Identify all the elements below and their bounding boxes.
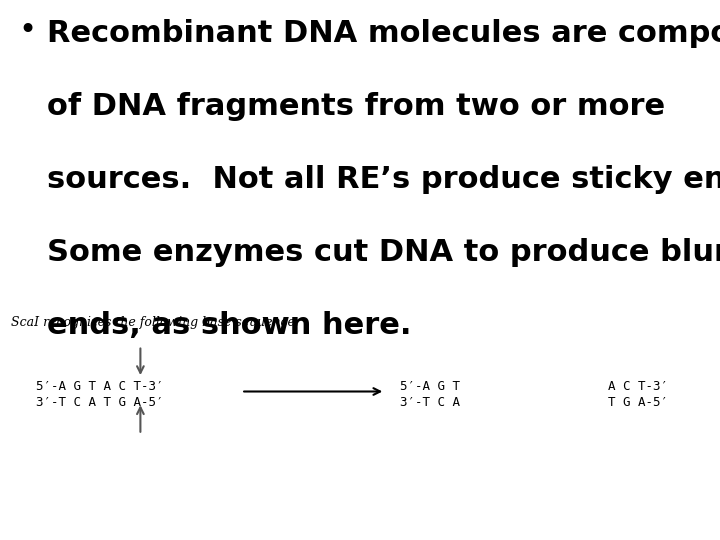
Text: sources.  Not all RE’s produce sticky ends.: sources. Not all RE’s produce sticky end…: [47, 165, 720, 194]
Text: T G A-5′: T G A-5′: [608, 396, 668, 409]
Text: A C T-3′: A C T-3′: [608, 380, 668, 393]
Text: 3′-T C A: 3′-T C A: [400, 396, 459, 409]
Text: ends, as shown here.: ends, as shown here.: [47, 310, 411, 340]
Text: of DNA fragments from two or more: of DNA fragments from two or more: [47, 92, 665, 121]
Text: 5′-A G T A C T-3′: 5′-A G T A C T-3′: [36, 380, 163, 393]
Text: ScaI recognizes the following base sequence:: ScaI recognizes the following base seque…: [11, 316, 299, 329]
Text: Recombinant DNA molecules are compose: Recombinant DNA molecules are compose: [47, 19, 720, 48]
Text: 3′-T C A T G A-5′: 3′-T C A T G A-5′: [36, 396, 163, 409]
Text: •: •: [18, 16, 36, 45]
Text: Some enzymes cut DNA to produce blunt: Some enzymes cut DNA to produce blunt: [47, 238, 720, 267]
Text: 5′-A G T: 5′-A G T: [400, 380, 459, 393]
